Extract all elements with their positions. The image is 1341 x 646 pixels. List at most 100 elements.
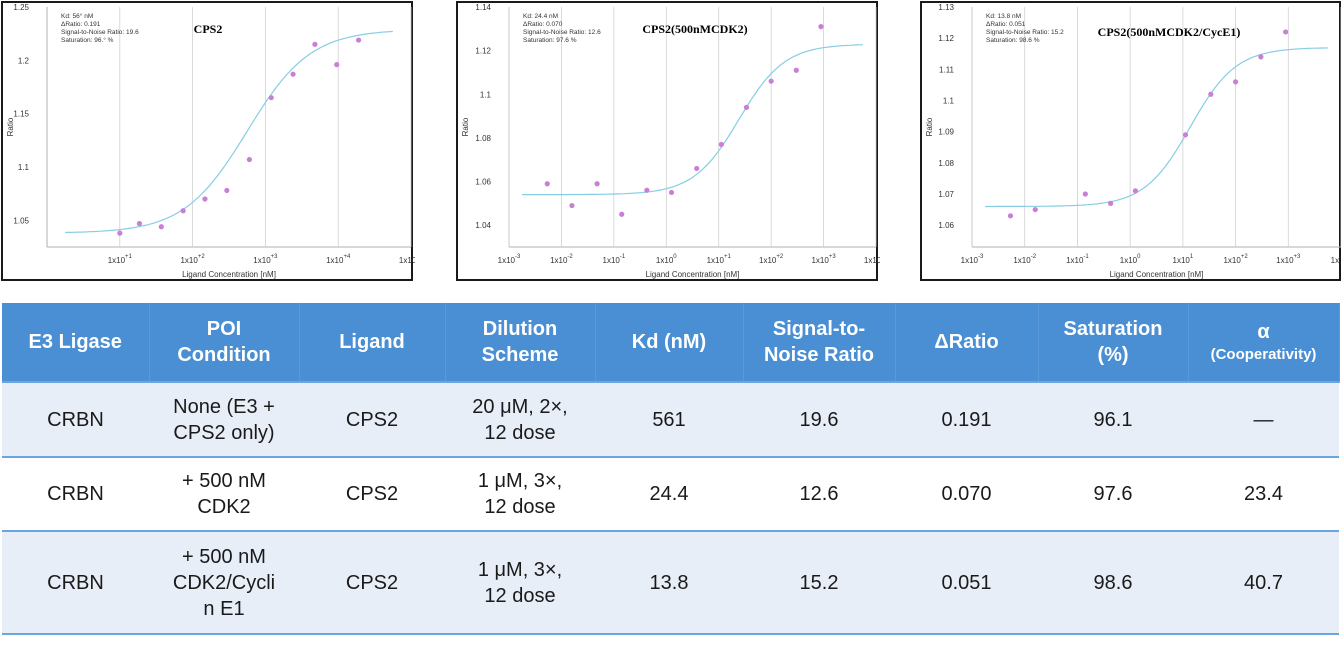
x-tick-label: 1x10-2	[1013, 254, 1036, 265]
table-header-row: E3 Ligase POI Condition Ligand Dilution Schem…	[2, 303, 1340, 382]
x-tick-label: 1x10+4	[864, 254, 880, 265]
column-header: Kd (nM)	[595, 303, 744, 382]
column-header: Saturation (%)	[1038, 303, 1189, 382]
x-tick-base: 1x10	[108, 256, 126, 265]
data-point	[136, 220, 143, 227]
x-tick-base: 1x10	[759, 256, 777, 265]
data-point	[290, 71, 296, 77]
data-point	[1007, 213, 1014, 219]
x-tick-exponent: -2	[567, 254, 573, 260]
table-cell: CPS2	[299, 530, 445, 635]
stat-line: Kd: 13.8 nM	[986, 13, 1021, 20]
fit-curve	[985, 47, 1328, 208]
x-tick-exponent: +2	[198, 254, 206, 260]
x-tick-label: 1x104	[1331, 254, 1341, 265]
table-cell-text: 1 μM, 3×,	[477, 470, 563, 492]
data-point	[619, 211, 625, 217]
data-point	[569, 202, 575, 209]
data-point	[1108, 200, 1114, 206]
x-tick-exponent: +3	[1294, 254, 1302, 260]
table-cell: 40.7	[1188, 530, 1339, 635]
table-cell-text: + 500 nM	[182, 470, 266, 492]
table-cell-text: 1 μM, 3×,	[477, 558, 563, 581]
column-header-text: Saturation	[1063, 318, 1163, 340]
y-tick-label: 1.09	[938, 128, 954, 137]
x-tick-label: 1x10-1	[603, 254, 626, 265]
stat-line: Saturation: 97.6 %	[523, 37, 577, 44]
stat-line: ΔRatio: 0.070	[523, 21, 563, 28]
table-cell-text: 12 dose	[484, 496, 556, 518]
column-header-text: ΔRatio	[934, 331, 999, 353]
table-cell-text: 0.191	[941, 408, 992, 431]
table-cell: + 500 nM CDK2/Cycli n E1	[149, 530, 299, 635]
table-cell-text: CPS2	[345, 483, 399, 505]
table-cell: 561	[595, 381, 743, 458]
column-header-text: E3 Ligase	[28, 331, 122, 353]
x-tick-exponent: +1	[125, 254, 133, 260]
x-tick-exponent: +3	[829, 254, 837, 260]
table-cell-text: 12 dose	[484, 584, 556, 607]
fit-curve	[65, 30, 393, 234]
table-cell-text: + 500 nM	[182, 545, 266, 568]
table-cell-text: None (E3 +	[173, 395, 275, 418]
table-cell-text: 24.4	[649, 483, 689, 505]
y-axis-label: Ratio	[925, 117, 934, 136]
data-point	[1082, 191, 1088, 197]
stat-line: Saturation: 96.° %	[61, 36, 114, 44]
chart-title: CPS2(500nMCDK2)	[642, 22, 747, 36]
x-tick-exponent: 0	[673, 254, 677, 260]
x-tick-label: 1x10-3	[961, 254, 984, 265]
y-tick-label: 1.04	[475, 221, 491, 230]
chart-title: CPS2(500nMCDK2/CycE1)	[1098, 25, 1241, 39]
table-cell-text: CPS2	[345, 571, 399, 594]
data-point	[718, 141, 724, 148]
x-tick-base: 1x10	[811, 256, 829, 265]
x-tick-label: 1x10+3	[811, 254, 836, 265]
x-tick-label: 1x10+2	[759, 254, 784, 265]
x-tick-base: 1x10	[1120, 256, 1138, 265]
table-cell-text: CRBN	[47, 483, 104, 505]
x-tick-base: 1x10	[180, 256, 198, 265]
column-header-text: Ligand	[339, 331, 405, 353]
stat-line: Kd: 56° nM	[61, 12, 93, 20]
chart-panel-cps2-cdk2: 1x10-3 1x10-2 1x10-1 1x100 1x10+1 1x10+2 1x10+…	[456, 1, 880, 281]
x-tick-label: 1x100	[1120, 254, 1141, 265]
table-cell: 24.4	[595, 456, 743, 532]
x-tick-label: 1x10-2	[550, 254, 573, 265]
x-tick-label: 1x10-1	[1066, 254, 1089, 265]
x-tick-base: 1x10	[550, 256, 568, 265]
y-tick-label: 1.14	[475, 3, 491, 12]
y-axis-label: Ratio	[461, 117, 470, 136]
x-tick-label: 1x10+3	[1276, 254, 1301, 265]
x-tick-base: 1x10	[1331, 256, 1341, 265]
chart-title: CPS2	[194, 22, 223, 36]
data-point	[594, 181, 600, 187]
data-point	[1182, 132, 1189, 138]
column-header-text: Dilution	[482, 318, 558, 340]
y-tick-label: 1.06	[938, 221, 954, 230]
data-point	[544, 181, 550, 187]
column-header: Ligand	[299, 303, 446, 382]
table-cell-text: —	[1253, 408, 1274, 431]
data-point	[117, 230, 123, 236]
x-tick-base: 1x10	[399, 256, 415, 265]
column-header-text: Signal-to-	[772, 318, 866, 340]
data-point	[1232, 79, 1239, 85]
table-cell: 23.4	[1188, 456, 1339, 532]
chart-svg: 1x10-3 1x10-2 1x10-1 1x100 1x101 1x10+2 1x10+3…	[925, 3, 1341, 279]
table-cell-text: CDK2/Cycli	[172, 571, 276, 594]
table-cell: CPS2	[299, 456, 445, 532]
x-tick-label: 1x10+4	[326, 254, 351, 265]
table-cell-text: CPS2 only)	[173, 421, 275, 444]
x-tick-base: 1x10	[961, 256, 979, 265]
table-cell-text: n E1	[203, 597, 245, 620]
data-point	[202, 196, 208, 202]
table-cell: 96.1	[1038, 381, 1188, 458]
data-point	[1032, 206, 1038, 213]
data-point	[793, 67, 799, 73]
table-cell: —	[1188, 381, 1339, 458]
table-row: CRBN + 500 nM CDK2 CPS2 1 μM, 3×, 12 dose 24.4…	[2, 456, 1339, 532]
x-tick-label: 1x10+1	[707, 254, 732, 265]
y-axis-label: Ratio	[6, 117, 15, 136]
table-cell: None (E3 + CPS2 only)	[149, 381, 299, 458]
